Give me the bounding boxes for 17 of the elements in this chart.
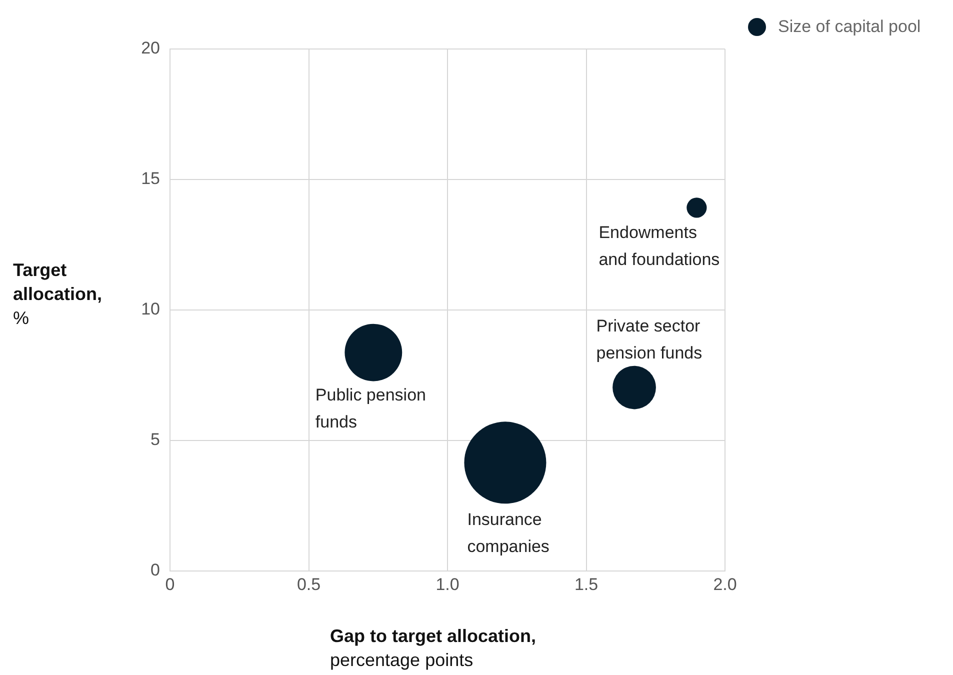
annotation: Public pension funds [315, 386, 426, 432]
y-tick-label: 0 [150, 560, 160, 580]
annotation: Endowments and foundations [598, 222, 720, 269]
x-tick-label: 1.5 [574, 574, 598, 594]
y-tick-label: 20 [141, 38, 160, 58]
y-tick-label: 15 [141, 169, 160, 188]
y-tick-label: 5 [150, 430, 160, 450]
x-tick-label: 1.0 [436, 574, 460, 594]
y-tick-label: 10 [141, 300, 160, 319]
annotation: Private sector pension funds [596, 316, 702, 363]
x-tick-label: 2.0 [713, 574, 737, 594]
annotation: Insurance companies [467, 510, 550, 556]
x-axis-title: Gap to target allocation, percentage points [330, 626, 536, 670]
y-axis-title: Target allocation, % [13, 260, 102, 328]
x-tick-label: 0 [165, 574, 175, 594]
legend-label: Size of capital pool [778, 16, 921, 38]
x-tick-label: 0.5 [296, 574, 321, 594]
